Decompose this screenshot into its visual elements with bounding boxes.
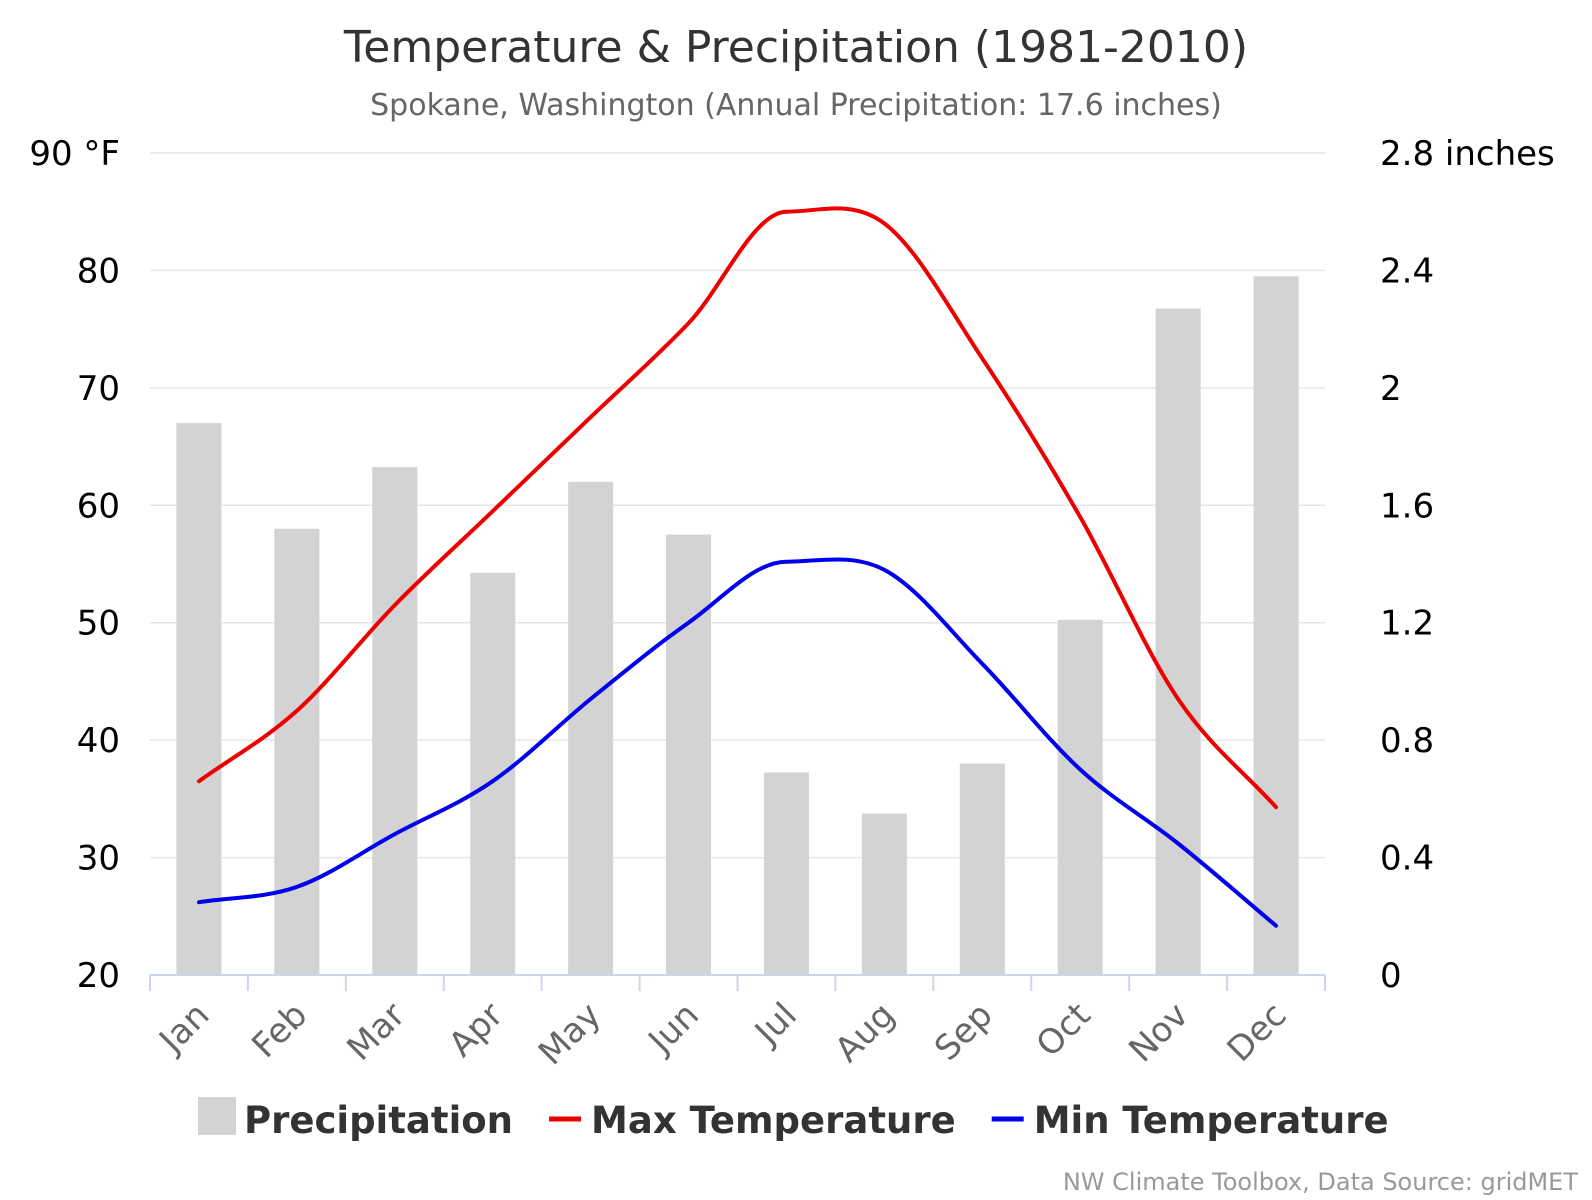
precipitation-bar — [1253, 276, 1299, 975]
y-right-tick-label: 1.2 — [1380, 604, 1434, 644]
precipitation-bar — [176, 423, 222, 976]
precipitation-bar — [666, 534, 712, 975]
chart-subtitle: Spokane, Washington (Annual Precipitatio… — [370, 88, 1222, 123]
y-left-tick-label: 20 — [77, 956, 120, 996]
y-right-tick-label: 0.4 — [1380, 839, 1434, 879]
x-tick-label: Aug — [828, 995, 903, 1070]
y-right-tick-label: 2 — [1380, 369, 1402, 409]
y-right-tick-label: 0 — [1380, 956, 1402, 996]
y-right-tick-label: 1.6 — [1380, 486, 1434, 526]
y-left-tick-label: 40 — [77, 721, 120, 761]
max-temperature-line — [197, 206, 1278, 810]
x-tick-label: Jan — [151, 995, 218, 1062]
gridlines — [150, 152, 1325, 859]
y-left-tick-label: 90 °F — [29, 134, 120, 174]
x-tick-label: Jun — [640, 995, 707, 1062]
precipitation-bar — [1057, 619, 1103, 975]
x-tick-label: Oct — [1029, 995, 1099, 1065]
chart-credit: NW Climate Toolbox, Data Source: gridMET — [1063, 1168, 1579, 1196]
precipitation-bar — [861, 813, 907, 975]
x-tick-label: Feb — [244, 995, 315, 1066]
legend-label: Precipitation — [244, 1099, 513, 1142]
y-left-tick-label: 30 — [77, 839, 120, 879]
min-temperature-line — [197, 557, 1278, 928]
x-tick-label: Jul — [746, 995, 805, 1054]
y-left-tick-label: 50 — [77, 604, 120, 644]
y-left-tick-label: 80 — [77, 251, 120, 291]
precipitation-bar — [763, 772, 809, 975]
chart-title: Temperature & Precipitation (1981-2010) — [343, 22, 1248, 73]
y-left-tick-label: 70 — [77, 369, 120, 409]
precipitation-bar — [959, 763, 1005, 975]
precipitation-bar — [568, 481, 614, 975]
precipitation-bar — [1155, 308, 1201, 975]
legend-swatch-precipitation — [198, 1097, 236, 1135]
temperature-lines — [197, 206, 1278, 928]
y-left-tick-label: 60 — [77, 486, 120, 526]
x-tick-label: Sep — [927, 995, 1001, 1069]
legend-label: Min Temperature — [1034, 1099, 1389, 1142]
precipitation-bars — [176, 276, 1299, 976]
x-tick-label: May — [531, 995, 609, 1073]
y-right-tick-label: 2.8 inches — [1380, 134, 1555, 174]
x-tick-label: Apr — [441, 995, 511, 1065]
y-right-tick-label: 0.8 — [1380, 721, 1434, 761]
y-right-tick-label: 2.4 — [1380, 251, 1434, 291]
x-tick-label: Mar — [340, 995, 414, 1069]
precipitation-bar — [274, 528, 320, 975]
legend: Precipitation Max Temperature Min Temperat… — [198, 1097, 1389, 1142]
precipitation-bar — [470, 572, 516, 975]
precipitation-bar — [372, 467, 418, 975]
x-tick-label: Dec — [1220, 995, 1295, 1070]
legend-label: Max Temperature — [591, 1099, 956, 1142]
x-tick-label: Nov — [1121, 995, 1196, 1070]
